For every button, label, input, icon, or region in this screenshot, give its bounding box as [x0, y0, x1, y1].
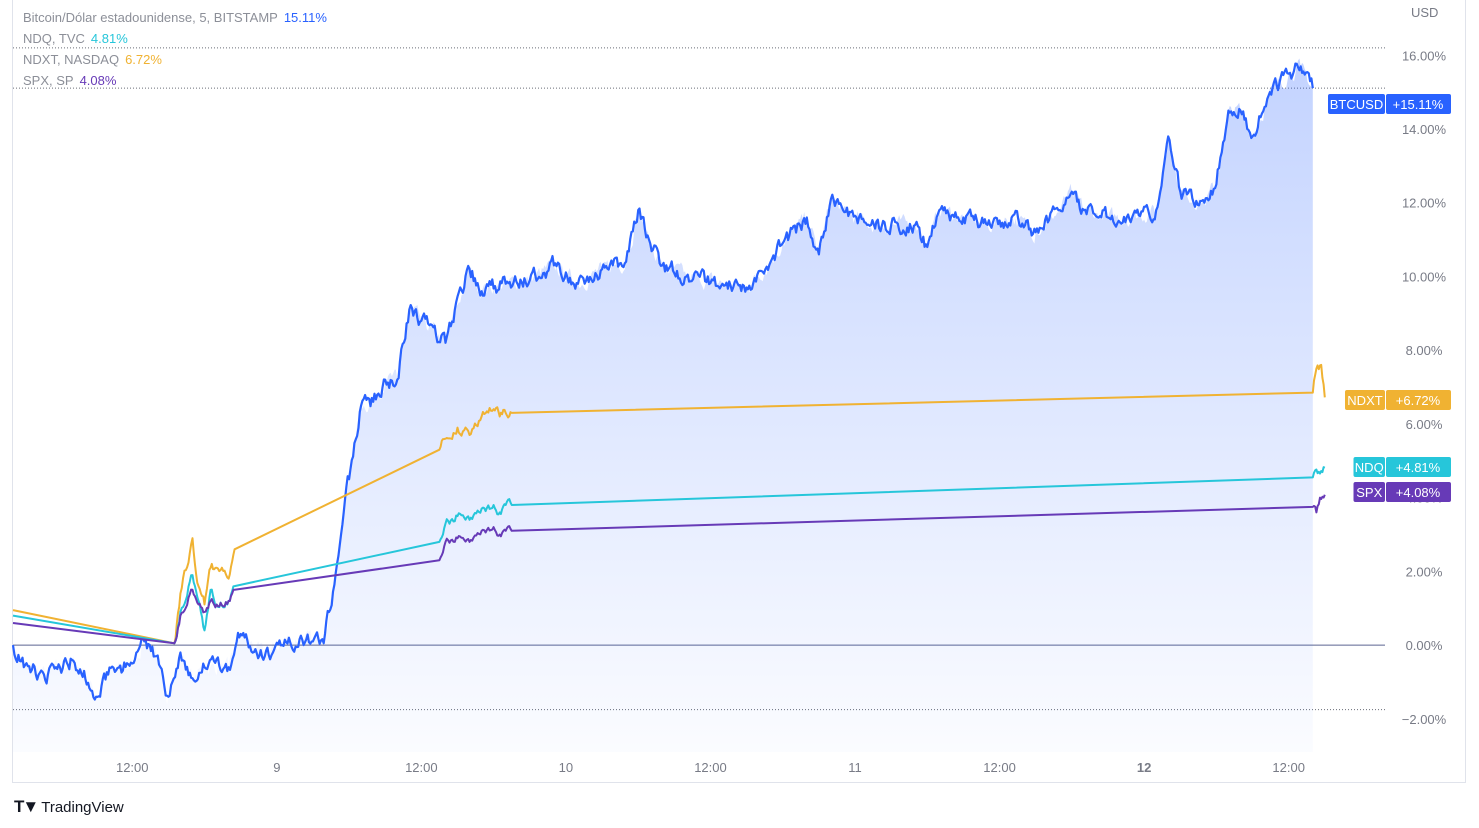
series-tag-value: +15.11%: [1393, 97, 1444, 112]
y-tick-label: 10.00%: [1402, 269, 1447, 284]
series-tag-name-bg[interactable]: [1345, 390, 1385, 410]
y-tick-label: 6.00%: [1406, 417, 1443, 432]
y-tick-label: 2.00%: [1406, 564, 1443, 579]
x-tick-label: 11: [848, 760, 862, 775]
chart-legend: Bitcoin/Dólar estadounidense, 5, BITSTAM…: [23, 7, 327, 91]
series-line-btcusd[interactable]: [11, 62, 1314, 701]
series-tag-name: BTCUSD: [1330, 97, 1383, 112]
x-tick-label: 12:00: [694, 760, 727, 775]
legend-label-spx: SPX, SP: [23, 73, 74, 88]
price-axis-currency: USD: [1411, 5, 1438, 20]
series-line-ndq[interactable]: [12, 466, 1326, 645]
x-tick-label: 9: [273, 760, 280, 775]
x-tick-label: 12:00: [983, 760, 1016, 775]
series-tag-value-bg[interactable]: [1386, 482, 1451, 502]
tradingview-name: TradingView: [41, 798, 124, 816]
series-tag-name-bg[interactable]: [1353, 457, 1386, 477]
chart-frame: [12, 0, 1466, 783]
series-tag-value: +4.81%: [1396, 460, 1441, 475]
tradingview-branding[interactable]: T▼ TradingView: [14, 797, 124, 817]
series-tag-value-bg[interactable]: [1386, 457, 1451, 477]
legend-row-ndxt[interactable]: NDXT, NASDAQ 6.72%: [23, 49, 327, 70]
legend-value-spx: 4.08%: [79, 73, 117, 88]
legend-value-ndq: 4.81%: [90, 31, 128, 46]
series-tag-value-bg[interactable]: [1386, 94, 1451, 114]
x-tick-label: 12:00: [116, 760, 149, 775]
series-tag-name: NDQ: [1355, 460, 1384, 475]
legend-row-ndq[interactable]: NDQ, TVC 4.81%: [23, 28, 327, 49]
tradingview-logo-icon: T▼: [14, 797, 39, 816]
legend-label-btcusd: Bitcoin/Dólar estadounidense, 5, BITSTAM…: [23, 10, 278, 25]
legend-row-spx[interactable]: SPX, SP 4.08%: [23, 70, 327, 91]
x-tick-label: 12: [1137, 760, 1151, 775]
y-tick-label: 8.00%: [1406, 343, 1443, 358]
x-tick-label: 10: [559, 760, 573, 775]
legend-label-ndq: NDQ, TVC: [23, 31, 85, 46]
series-line-spx[interactable]: [12, 494, 1326, 645]
series-tag-value: +4.08%: [1396, 485, 1441, 500]
series-area-btcusd: [13, 58, 1313, 752]
legend-row-btcusd[interactable]: Bitcoin/Dólar estadounidense, 5, BITSTAM…: [23, 7, 327, 28]
y-tick-label: 16.00%: [1402, 48, 1447, 63]
series-tag-name-bg[interactable]: [1328, 94, 1385, 114]
legend-value-ndxt: 6.72%: [125, 52, 162, 67]
x-tick-label: 12:00: [405, 760, 438, 775]
series-tag-name: NDXT: [1347, 393, 1382, 408]
legend-label-ndxt: NDXT, NASDAQ: [23, 52, 120, 67]
legend-value-btcusd: 15.11%: [283, 10, 327, 25]
y-tick-label: −2.00%: [1402, 712, 1447, 727]
series-tag-name-bg[interactable]: [1353, 482, 1386, 502]
series-tag-value-bg[interactable]: [1386, 390, 1451, 410]
series-tag-value: +6.72%: [1396, 393, 1441, 408]
y-tick-label: 0.00%: [1406, 638, 1443, 653]
series-tag-name: SPX: [1356, 485, 1382, 500]
x-tick-label: 12:00: [1272, 760, 1305, 775]
y-tick-label: 12.00%: [1402, 196, 1447, 211]
y-tick-label: 14.00%: [1402, 122, 1447, 137]
series-line-ndxt[interactable]: [12, 363, 1326, 645]
